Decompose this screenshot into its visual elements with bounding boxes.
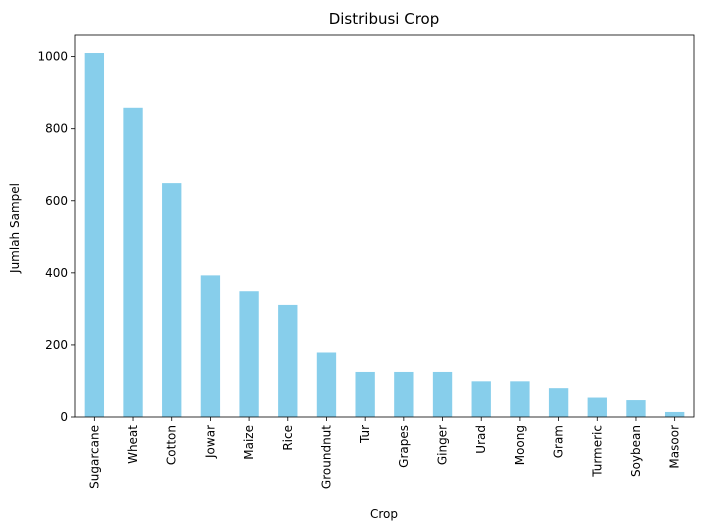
x-tick-label: Maize — [242, 425, 256, 460]
bar-sugarcane — [84, 53, 105, 418]
x-tick-label: Turmeric — [590, 425, 604, 478]
y-tick-label: 0 — [60, 410, 68, 424]
bar-maize — [239, 291, 259, 417]
x-axis-label: Crop — [370, 507, 398, 521]
y-axis-label: Jumlah Sampel — [8, 183, 22, 274]
x-tick-label: Tur — [358, 425, 372, 444]
bar-masoor — [664, 411, 685, 417]
bar-gram — [548, 388, 569, 417]
x-tick-label: Ginger — [436, 425, 450, 465]
bar-ginger — [432, 371, 453, 417]
bar-tur — [355, 371, 375, 417]
y-tick-label: 600 — [45, 194, 68, 208]
bar-urad — [471, 381, 491, 417]
bar-cotton — [162, 183, 182, 417]
x-tick-label: Soybean — [629, 425, 643, 477]
x-tick-label: Moong — [513, 425, 527, 465]
bar-wheat — [123, 107, 143, 417]
x-tick-label: Gram — [552, 425, 566, 458]
x-tick-label: Grapes — [397, 425, 411, 468]
bar-grapes — [394, 371, 414, 417]
bar-rice — [278, 304, 298, 417]
y-tick-label: 1000 — [37, 50, 68, 64]
bar-soybean — [626, 400, 646, 417]
bar-jowar — [200, 275, 221, 417]
x-tick-label: Groundnut — [319, 425, 333, 489]
x-tick-label: Wheat — [126, 425, 140, 464]
axes-frame — [74, 34, 695, 418]
x-tick-label: Urad — [474, 425, 488, 454]
plot-area: Sugarcane Wheat Cotton Jowar Maize Rice Ground… — [37, 34, 695, 489]
bar-moong — [510, 381, 530, 417]
x-tick-label: Cotton — [165, 425, 179, 465]
x-tick-label: Masoor — [668, 425, 682, 469]
y-tick-label: 200 — [45, 338, 68, 352]
y-tick-label: 400 — [45, 266, 68, 280]
y-tick-label: 800 — [45, 122, 68, 136]
x-tick-label: Rice — [281, 425, 295, 451]
bar-turmeric — [587, 397, 607, 417]
x-tick-label: Jowar — [203, 425, 217, 459]
bar-groundnut — [316, 352, 337, 417]
chart-title: Distribusi Crop — [329, 10, 440, 28]
x-tick-label: Sugarcane — [87, 425, 101, 489]
